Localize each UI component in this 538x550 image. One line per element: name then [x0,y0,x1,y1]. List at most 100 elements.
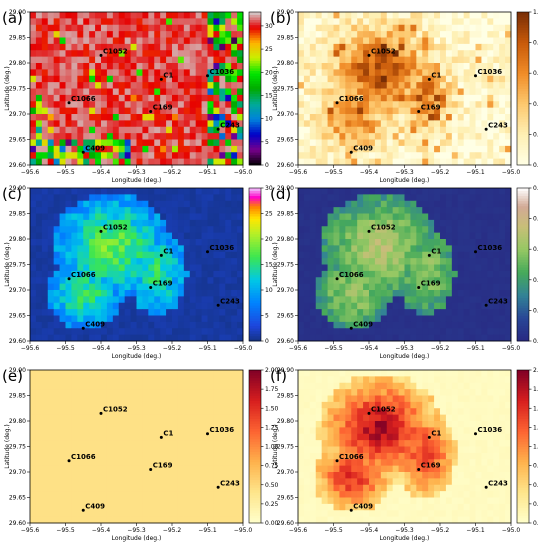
heatmap-cell [47,258,55,265]
heatmap-cell [321,101,328,109]
heatmap-cell [83,277,90,285]
heatmap-cell [231,427,238,435]
heatmap-cell [130,309,137,316]
heatmap-cell [30,484,37,492]
heatmap-cell [445,107,453,115]
heatmap-cell [457,145,465,153]
heatmap-cell [41,258,49,265]
heatmap-cell [398,290,405,297]
heatmap-cell [213,43,220,51]
colorbar-step [249,441,261,445]
heatmap-cell [148,408,155,416]
heatmap-cell [130,158,137,166]
heatmap-cell [101,440,108,447]
colorbar-step [249,147,261,151]
heatmap-cell [172,465,179,473]
heatmap-cell [71,56,78,64]
heatmap-cell [225,94,232,102]
heatmap-cell [59,24,66,32]
heatmap-cell [457,232,465,240]
heatmap-cell [59,290,66,297]
heatmap-cell [59,484,66,492]
heatmap-cell [142,459,149,467]
heatmap-cell [77,194,84,202]
heatmap-cell [106,478,114,486]
heatmap-cell [166,497,173,505]
heatmap-cell [434,251,441,259]
heatmap-cell [487,207,494,214]
heatmap-cell [35,101,43,109]
colorbar-step [249,400,261,404]
heatmap-cell [481,370,488,377]
heatmap-cell [499,213,506,221]
heatmap-cell [142,427,149,435]
heatmap-cell [130,264,137,272]
heatmap-cell [481,31,488,38]
heatmap-cell [59,12,66,19]
heatmap-cell [428,24,435,32]
heatmap-cell [71,258,78,265]
colorbar-step [249,228,261,232]
heatmap-cell [445,18,453,26]
colorbar-step [249,57,261,61]
colorbar-step [517,251,529,255]
heatmap-cell [118,283,126,291]
heatmap-cell [457,94,465,102]
heatmap-cell [136,188,143,195]
heatmap-cell [154,395,161,403]
heatmap-cell [345,18,352,26]
heatmap-cell [65,133,72,140]
heatmap-cell [416,213,423,221]
heatmap-cell [428,50,435,58]
heatmap-cell [339,139,346,147]
heatmap-cell [136,75,143,83]
heatmap-cell [434,31,441,38]
colorbar-step [249,517,261,521]
heatmap-cell [53,94,60,102]
heatmap-cell [83,219,90,227]
heatmap-cell [35,120,43,128]
heatmap-cell [124,370,131,377]
heatmap-cell [118,452,126,460]
heatmap-cell [160,251,167,259]
heatmap-cell [357,43,364,51]
x-tick-label: −95.2 [163,169,182,176]
heatmap-cell [457,334,465,342]
heatmap-cell [410,334,417,342]
heatmap-cell [77,503,84,511]
heatmap-cell [434,239,441,246]
heatmap-cell [321,126,328,134]
heatmap-cell [404,133,411,140]
heatmap-cell [213,264,220,272]
heatmap-cell [53,452,60,460]
heatmap-cell [148,516,155,524]
heatmap-cell [445,88,453,96]
heatmap-cell [380,239,388,246]
heatmap-cell [231,283,238,291]
heatmap-cell [345,120,352,128]
heatmap-cell [77,296,84,304]
heatmap-cell [392,69,399,77]
colorbar-step [249,78,261,82]
heatmap-cell [487,200,494,208]
heatmap-cell [148,75,155,83]
heatmap-cell [374,101,382,109]
heatmap-cell [298,213,305,221]
heatmap-cell [207,188,214,195]
heatmap-cell [487,120,494,128]
heatmap-cell [101,503,108,511]
heatmap-cell [404,126,411,134]
heatmap-cell [298,309,305,316]
colorbar-step [249,210,261,214]
heatmap-cell [493,43,500,51]
heatmap-cell [225,219,232,227]
heatmap-cell [83,452,90,460]
heatmap-cell [298,101,305,109]
heatmap-cell [101,37,108,45]
heatmap-cell [89,18,96,26]
heatmap-cell [386,213,394,221]
heatmap-cell [303,63,311,70]
heatmap-cell [47,440,55,447]
colorbar-step [517,310,529,314]
heatmap-cell [183,94,191,102]
